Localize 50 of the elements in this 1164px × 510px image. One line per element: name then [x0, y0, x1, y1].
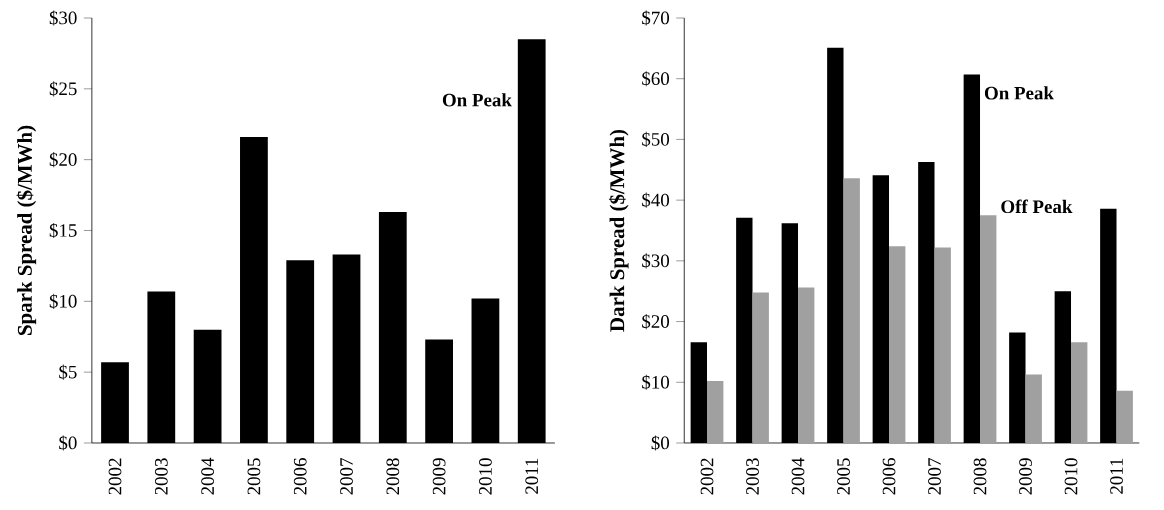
x-tick-label: 2002 [108, 458, 122, 495]
x-tick-label: 2011 [525, 458, 539, 494]
x-tick-label: 2006 [882, 458, 896, 495]
bar [1071, 342, 1088, 443]
x-tick-label: 2007 [928, 458, 941, 495]
x-tick-label: 2005 [247, 458, 261, 495]
y-tick-label: $0 [651, 435, 670, 451]
y-tick-label: $70 [642, 10, 670, 26]
y-tick-label: $25 [49, 81, 77, 97]
x-tick-label: 2008 [973, 458, 987, 495]
x-tick-label: 2006 [293, 458, 307, 495]
y-tick-label: $30 [642, 253, 670, 269]
series-label: Off Peak [1001, 199, 1073, 214]
x-tick-label: 2004 [201, 457, 214, 495]
y-tick-label: $0 [59, 435, 77, 451]
x-tick-label: 2002 [700, 458, 714, 495]
x-tick-label: 2010 [479, 458, 492, 495]
y-tick-label: $60 [642, 71, 670, 87]
x-tick-label: 2008 [386, 458, 400, 495]
x-tick-label: 2003 [746, 458, 759, 495]
x-tick-label: 2009 [432, 458, 446, 495]
bar [1116, 390, 1133, 443]
x-tick-label: 2009 [1019, 458, 1032, 495]
x-tick-label: 2010 [1064, 458, 1078, 495]
bar [843, 178, 860, 443]
y-tick-label: $20 [642, 313, 670, 330]
y-tick-label: $5 [59, 364, 77, 380]
bar [752, 292, 769, 443]
x-tick-label: 2003 [154, 458, 168, 495]
bar [934, 247, 951, 443]
y-tick-label: $10 [642, 374, 670, 390]
bar [798, 287, 815, 443]
bar [1025, 374, 1042, 443]
bar [707, 381, 724, 443]
bar [889, 246, 906, 443]
y-axis-title: Spark Spread ($/MWh) [16, 125, 37, 335]
y-tick-label: $30 [49, 10, 77, 26]
series-label: On Peak [442, 93, 512, 107]
y-tick-label: $20 [49, 152, 77, 168]
y-tick-label: $10 [49, 293, 77, 309]
x-tick-label: 2007 [340, 458, 353, 495]
y-tick-label: $50 [642, 131, 670, 147]
x-tick-label: 2004 [791, 457, 805, 495]
y-axis-title: Dark Spread ($/MWh) [608, 129, 629, 332]
y-tick-label: $15 [49, 222, 77, 239]
x-tick-label: 2005 [837, 458, 850, 495]
bar [980, 215, 997, 443]
y-tick-label: $40 [642, 192, 670, 208]
x-tick-label: 2011 [1110, 458, 1123, 494]
series-label: On Peak [984, 86, 1054, 100]
